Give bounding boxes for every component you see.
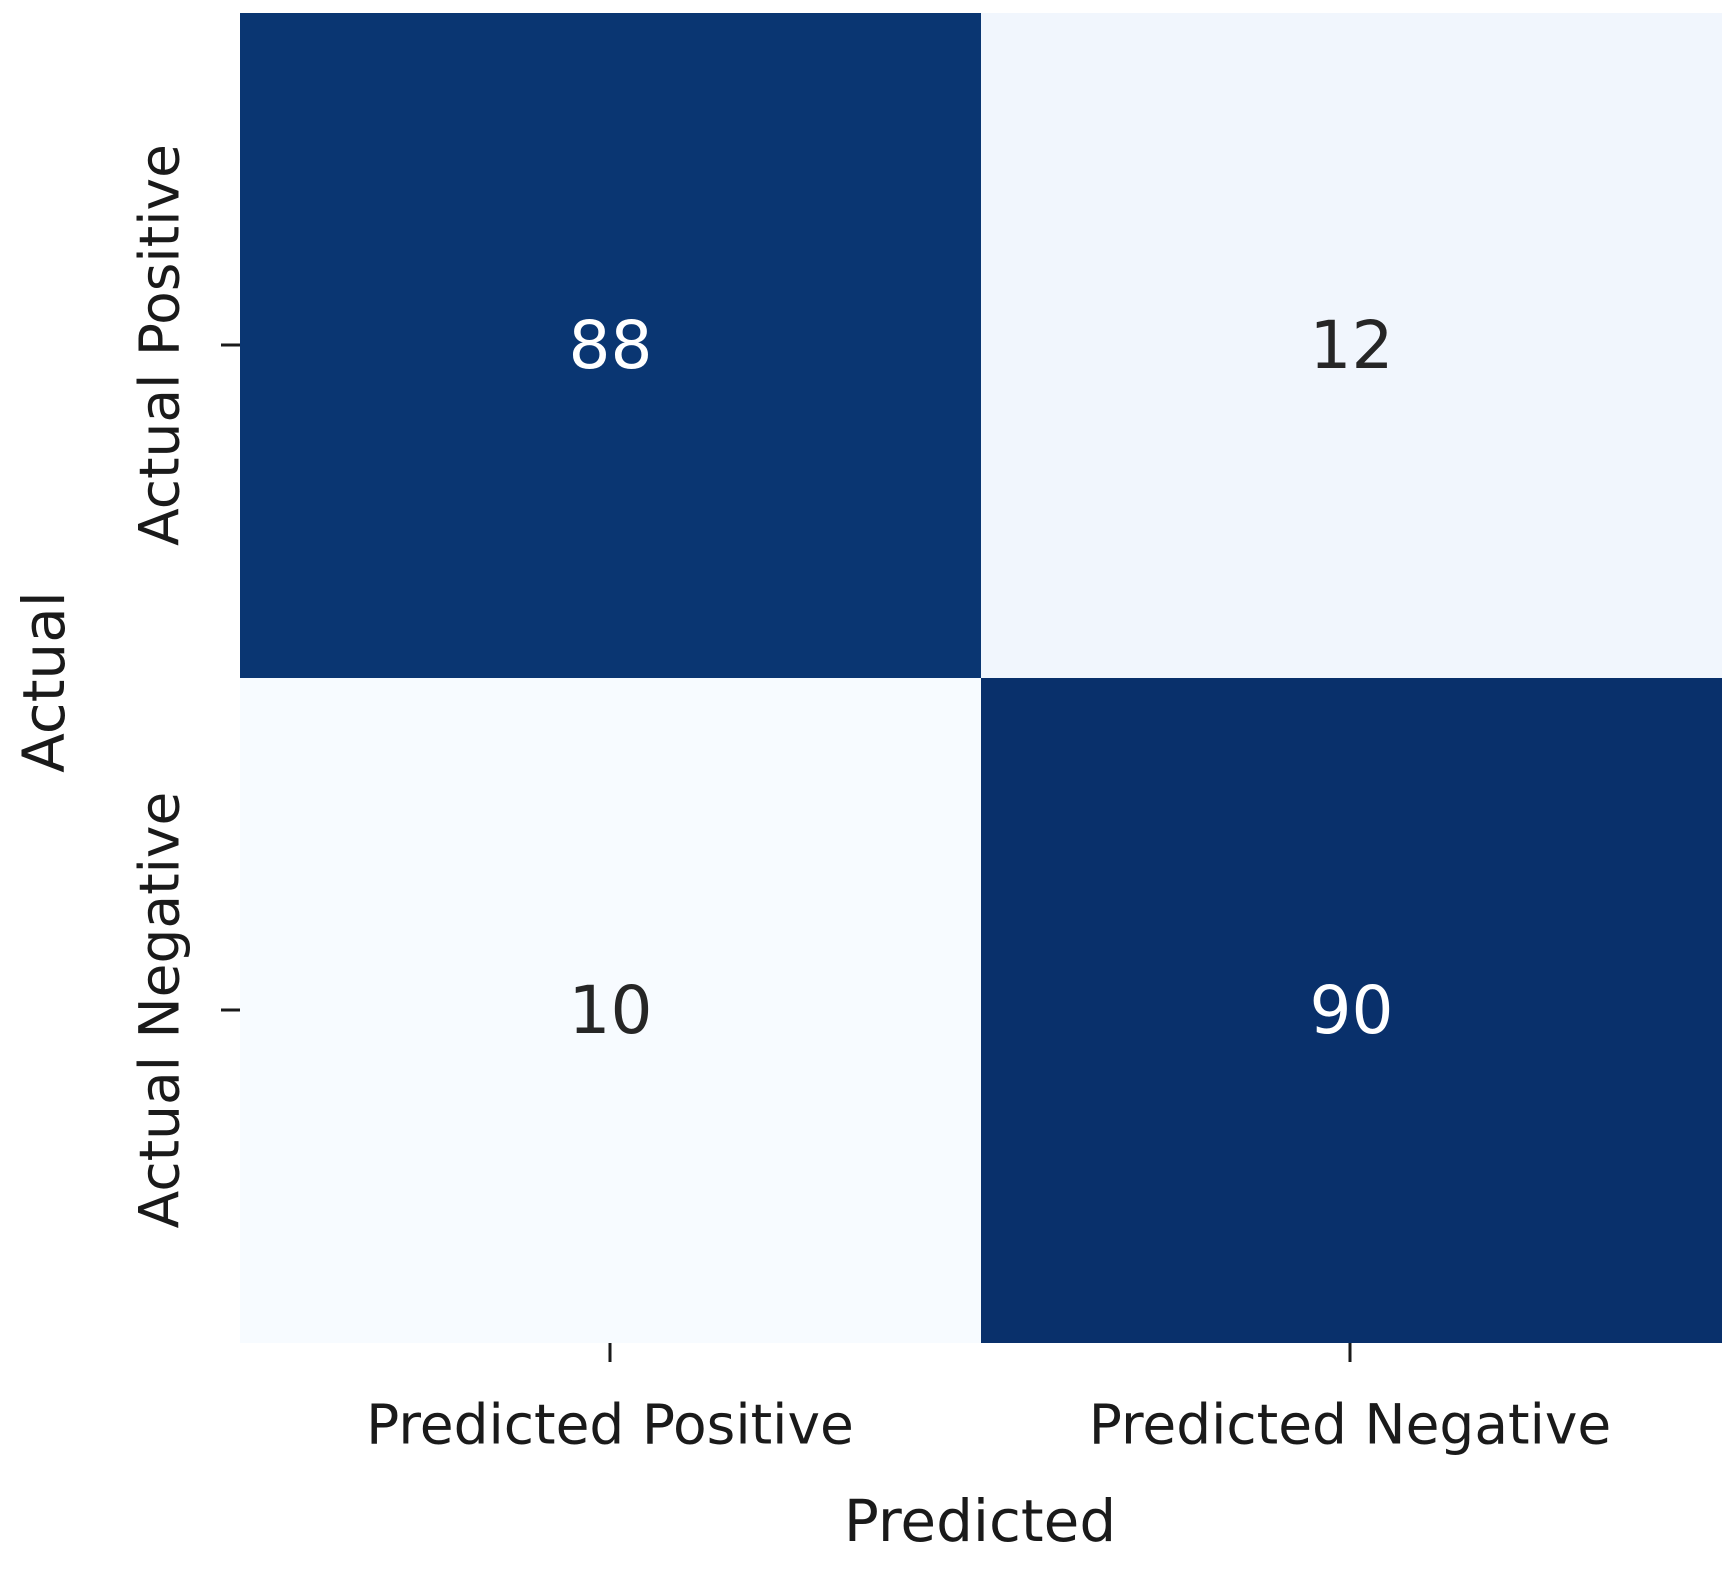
y-tick-actual-negative (221, 1008, 240, 1012)
cell-actual-positive-predicted-negative: 12 (981, 13, 1722, 678)
y-tick-actual-positive (221, 343, 240, 347)
cell-actual-negative-predicted-positive: 10 (240, 678, 981, 1343)
cell-actual-positive-predicted-positive: 88 (240, 13, 981, 678)
x-tick-predicted-positive (608, 1343, 612, 1362)
cell-actual-negative-predicted-negative: 90 (981, 678, 1722, 1343)
x-ticklabel-predicted-negative: Predicted Negative (1088, 1392, 1612, 1457)
x-axis-label: Predicted (843, 1487, 1117, 1555)
x-tick-predicted-negative (1348, 1343, 1352, 1362)
y-ticklabel-actual-positive: Actual Positive (127, 144, 192, 546)
x-ticklabel-predicted-positive: Predicted Positive (366, 1392, 854, 1457)
y-axis-label: Actual (10, 591, 78, 773)
y-ticklabel-actual-negative: Actual Negative (127, 791, 192, 1229)
heatmap-grid: 88 12 10 90 (240, 13, 1722, 1343)
